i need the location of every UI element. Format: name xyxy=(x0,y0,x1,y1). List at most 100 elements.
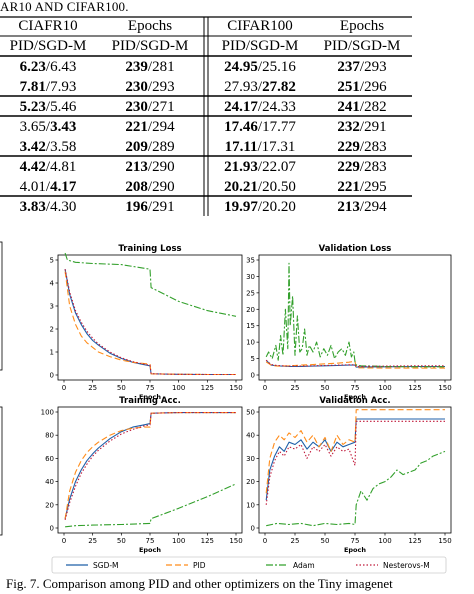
table-cell: 209/289 xyxy=(125,139,174,155)
table-cell: 24.95/25.16 xyxy=(224,59,296,75)
table-subheader: PID/SGD-M xyxy=(10,38,87,54)
figure-legend: SGD-M PID Adam Nesterovs-M xyxy=(51,556,447,574)
x-tick-label: 50 xyxy=(321,537,330,545)
y-tick-label: 4 xyxy=(50,280,55,288)
y-tick-label: 80 xyxy=(45,432,54,440)
x-tick-label: 150 xyxy=(438,537,451,545)
table-cell: 6.23/6.43 xyxy=(20,59,77,75)
x-tick-label: 150 xyxy=(438,384,451,392)
x-tick-label: 0 xyxy=(62,384,66,392)
x-tick-label: 100 xyxy=(378,384,391,392)
table-cell: 3.42/3.58 xyxy=(20,139,77,155)
legend-label: Adam xyxy=(293,561,315,570)
table-cell: 5.23/5.46 xyxy=(20,99,77,115)
table-cell: 3.83/4.30 xyxy=(20,199,77,215)
x-axis-label: Epoch xyxy=(344,546,366,554)
series-line-adam xyxy=(265,262,445,368)
x-tick-label: 0 xyxy=(62,537,66,545)
y-tick-label: 20 xyxy=(246,478,255,486)
clipped-plot-frame xyxy=(0,241,3,371)
y-tick-label: 1 xyxy=(50,349,54,357)
table-subheader: PID/SGD-M xyxy=(222,38,299,54)
table-cell: 251/296 xyxy=(337,79,387,95)
table-cell: 213/290 xyxy=(125,159,174,175)
x-tick-label: 125 xyxy=(201,537,214,545)
table-cell: 232/291 xyxy=(337,119,386,135)
table-subheader: PID/SGD-M xyxy=(324,38,401,54)
subplot-validation-loss: Validation Loss 0 25 50 75 100 125 150 0 5 10 15 20 2… xyxy=(246,244,452,401)
y-tick-label: 5 xyxy=(251,355,255,363)
y-tick-label: 20 xyxy=(246,306,255,314)
table-cell: 213/294 xyxy=(337,199,387,215)
clipped-plot-frame xyxy=(0,406,3,536)
chart-title: Validation Loss xyxy=(319,244,392,254)
y-tick-label: 0 xyxy=(251,372,255,380)
series-line-adam xyxy=(65,483,237,528)
y-tick-label: 10 xyxy=(246,339,255,347)
series-line-pid xyxy=(64,412,236,519)
table-cell: 239/281 xyxy=(125,59,174,75)
table-cell: 221/295 xyxy=(337,179,386,195)
table-cell: 20.21/20.50 xyxy=(224,179,296,195)
x-tick-label: 25 xyxy=(291,384,300,392)
x-tick-label: 100 xyxy=(172,537,185,545)
y-tick-label: 40 xyxy=(45,478,54,486)
chart-title: Training Acc. xyxy=(119,396,181,406)
table-header: Epochs xyxy=(340,18,384,34)
x-tick-label: 75 xyxy=(351,537,360,545)
table-caption: AR10 AND CIFAR100. xyxy=(0,0,129,14)
table-cell: 4.01/4.17 xyxy=(20,179,77,195)
subplot-validation-acc: Validation Acc. 0 25 50 75 100 125 150 0 10 20 30 40… xyxy=(246,396,452,554)
table-cell: 17.11/17.31 xyxy=(225,139,296,155)
legend-label: SGD-M xyxy=(93,561,119,570)
plot-frame xyxy=(57,406,243,534)
x-tick-label: 125 xyxy=(408,384,421,392)
subplot-training-acc: Training Acc. 0 25 50 75 100 125 150 0 20 40 60 80 10… xyxy=(41,396,243,554)
chart-title: Training Loss xyxy=(118,244,181,254)
table-cell: 229/283 xyxy=(337,139,386,155)
series-line-adam xyxy=(266,450,446,527)
legend-frame xyxy=(51,556,447,574)
table-cell: 4.42/4.81 xyxy=(20,159,77,175)
y-tick-label: 25 xyxy=(246,289,255,297)
table-cell: 230/293 xyxy=(125,79,174,95)
x-tick-label: 75 xyxy=(146,537,155,545)
table-header: CIFAR100 xyxy=(227,18,293,34)
table-cell: 7.81/7.93 xyxy=(20,79,77,95)
y-tick-label: 20 xyxy=(45,501,54,509)
table-cell: 21.93/22.07 xyxy=(224,159,296,175)
table-cell: 229/283 xyxy=(337,159,386,175)
series-line-pid xyxy=(265,409,445,494)
table-header: CIAFR10 xyxy=(18,18,77,34)
x-tick-label: 0 xyxy=(263,384,267,392)
y-tick-label: 0 xyxy=(50,372,54,380)
x-tick-label: 125 xyxy=(408,537,421,545)
series-line-nesterovs-m xyxy=(64,412,236,521)
table-cell: 208/290 xyxy=(125,179,174,195)
subplot-training-loss: Training Loss 0 25 50 75 100 125 150 0 1 2 3 4 5 Epoch xyxy=(50,244,243,401)
x-tick-label: 50 xyxy=(117,384,126,392)
y-tick-label: 100 xyxy=(41,409,54,417)
y-tick-label: 40 xyxy=(246,432,255,440)
x-axis-label: Epoch xyxy=(344,393,366,401)
table-cell: 237/293 xyxy=(337,59,386,75)
plot-frame xyxy=(258,406,452,534)
y-tick-label: 0 xyxy=(251,525,255,533)
x-tick-label: 50 xyxy=(117,537,126,545)
y-tick-label: 10 xyxy=(246,501,255,509)
y-tick-label: 2 xyxy=(50,326,54,334)
table-cell: 241/282 xyxy=(337,99,386,115)
table-cell: 24.17/24.33 xyxy=(224,99,296,115)
series-line-nesterovs-m xyxy=(64,269,236,376)
table-cell: 19.97/20.20 xyxy=(224,199,296,215)
x-tick-label: 150 xyxy=(229,384,242,392)
table-cell: 221/294 xyxy=(125,119,175,135)
y-tick-label: 60 xyxy=(45,455,54,463)
x-axis-label: Epoch xyxy=(139,546,161,554)
y-tick-label: 35 xyxy=(246,257,255,265)
x-tick-label: 0 xyxy=(263,537,267,545)
results-table: CIAFR10 Epochs CIFAR100 Epochs PID/SGD-M PID/… xyxy=(0,16,412,216)
legend-label: PID xyxy=(193,561,206,570)
x-tick-label: 25 xyxy=(88,384,97,392)
